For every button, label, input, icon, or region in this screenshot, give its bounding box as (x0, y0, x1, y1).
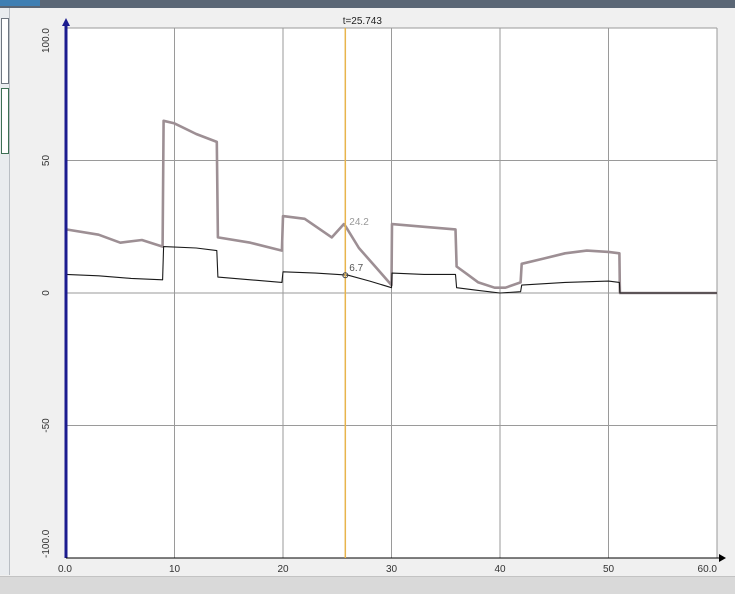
y-tick-label: 100.0 (41, 28, 52, 53)
x-tick-label: 10 (169, 564, 181, 575)
series-layer (65, 119, 717, 295)
y-tick-label: 0 (41, 290, 52, 296)
x-tick-label: 40 (494, 564, 506, 575)
cursor-value-label: 24.2 (349, 217, 369, 228)
cursor-point-marker (342, 272, 349, 279)
left-side-panel (0, 8, 10, 575)
plot-area[interactable]: t=25.743 24.2 6.7 0.0 10 20 30 40 50 60.0 100.… (0, 0, 735, 576)
x-tick-label: 30 (386, 564, 398, 575)
x-tick-label: 0.0 (58, 564, 72, 575)
time-cursor-label: t=25.743 (343, 16, 383, 27)
y-tick-labels: 100.0 50 0 -50 -100.0 (41, 28, 52, 558)
x-tick-label: 60.0 (698, 564, 718, 575)
y-tick-label: 50 (41, 155, 52, 167)
series-line-2 (65, 246, 717, 294)
side-panel-box-top[interactable] (1, 18, 9, 84)
x-axis-arrow-icon (719, 554, 726, 562)
y-axis-arrow-icon (62, 18, 70, 26)
x-tick-label: 50 (603, 564, 615, 575)
cursor-value-label: 6.7 (349, 263, 363, 274)
y-tick-label: -50 (41, 418, 52, 433)
x-tick-labels: 0.0 10 20 30 40 50 60.0 (58, 564, 717, 575)
title-bar-accent (0, 0, 40, 6)
y-tick-label: -100.0 (41, 529, 52, 558)
series-line-1 (65, 119, 717, 295)
window-title-bar (0, 0, 735, 8)
bottom-scrollbar[interactable] (0, 576, 735, 594)
x-tick-label: 20 (277, 564, 289, 575)
side-panel-box-bottom[interactable] (1, 88, 9, 154)
